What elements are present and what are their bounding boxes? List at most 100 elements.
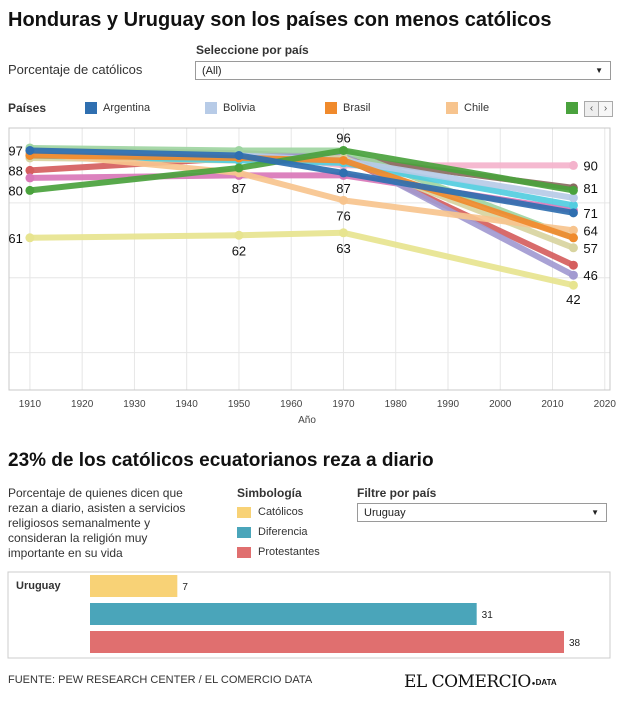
x-tick-label: 1920 [71,399,94,410]
x-tick-label: 1970 [332,399,355,410]
symbology-swatch [237,506,251,518]
x-axis-title: Año [298,415,316,426]
data-label: 64 [583,223,597,238]
data-point [338,145,348,155]
data-point [568,233,578,243]
data-label: 57 [583,241,597,256]
data-point [234,230,244,240]
bar-protestantes[interactable] [90,631,564,653]
logo-main: EL COMERCIO [404,672,531,692]
country-filter-value: Uruguay [364,507,406,519]
source-note: FUENTE: PEW RESEARCH CENTER / EL COMERCI… [8,674,313,686]
data-label: 87 [232,181,246,196]
x-tick-label: 1960 [280,399,303,410]
data-point [568,193,578,203]
series-line [26,147,577,194]
symbology-item-protestantes: Protestantes [237,546,320,558]
data-point [25,165,35,175]
data-point [568,160,578,170]
series-line [26,229,577,289]
data-point [568,270,578,280]
data-point [338,168,348,178]
symbology-label: Diferencia [258,526,308,538]
chevron-down-icon: ▼ [595,66,603,75]
bar-value-label: 38 [569,638,581,649]
chart-x-ticks: 1910 1920 1930 1940 1950 1960 1970 1980 1990 2000… [19,399,617,410]
x-tick-label: 1910 [19,399,42,410]
data-point [338,195,348,205]
data-label: 71 [583,206,597,221]
x-tick-label: 2010 [541,399,564,410]
bar-diferencia[interactable] [90,603,477,625]
data-point [568,200,578,210]
symbology-item-catolicos: Católicos [237,506,303,518]
page-title: Honduras y Uruguay son los países con me… [8,9,552,31]
data-point [25,173,35,183]
data-label: 81 [583,181,597,196]
data-label: 62 [232,243,246,258]
logo-data: DATA [535,678,557,687]
country-filter-select[interactable]: Uruguay ▼ [357,503,607,522]
symbology-label: Católicos [258,506,304,518]
data-point [338,155,348,165]
data-point [25,145,35,155]
legend-item-argentina[interactable]: Argentina [85,100,150,116]
legend-item-bolivia[interactable]: Bolivia [205,100,255,116]
data-point [568,185,578,195]
data-point [568,225,578,235]
bar-catlicos[interactable] [90,575,178,597]
legend-label: Brasil [343,102,371,114]
legend-swatch [566,102,578,114]
data-label: 97 [8,143,22,158]
data-label: 90 [583,158,597,173]
country-select-value: (All) [202,65,222,77]
bar-chart-frame [7,571,611,659]
data-point [568,260,578,270]
legend-swatch [205,102,217,114]
bar-value-label: 7 [182,582,188,593]
country-select[interactable]: (All) ▼ [195,61,611,80]
data-label: 42 [566,292,580,307]
series-line [26,147,577,216]
plot-frame [8,127,611,391]
symbology-swatch [237,546,251,558]
legend-label: Argentina [103,102,151,114]
data-point [338,228,348,238]
data-point [234,163,244,173]
bar-series: 7 31 38 [90,575,581,653]
x-tick-label: 1980 [385,399,408,410]
data-label: 87 [336,181,350,196]
legend-title: Países [8,101,47,115]
data-label: 80 [8,183,22,198]
legend-item-partial[interactable] [566,100,584,116]
symbology-item-diferencia: Diferencia [237,526,308,538]
bar-chart: Uruguay 7 31 38 [7,571,611,659]
data-label: 88 [8,163,22,178]
chart-data-labels: 61 62 63 42 90 81 88 46 57 87 76 64 80 96 97 87 71 [8,130,597,307]
data-point [568,208,578,218]
data-label: 76 [336,208,350,223]
el-comercio-logo: EL COMERCIO•DATA [404,672,557,692]
metric-label: Porcentaje de católicos [8,62,143,77]
symbology-label: Protestantes [258,546,320,558]
legend-item-chile[interactable]: Chile [446,100,489,116]
data-label: 96 [336,130,350,145]
bar-row-label: Uruguay [16,580,62,592]
data-point [25,233,35,243]
x-tick-label: 1950 [228,399,251,410]
legend-label: Bolivia [223,102,256,114]
chevron-right-icon[interactable]: › [598,101,613,117]
chart-series [25,143,578,290]
bar-value-label: 31 [482,610,494,621]
data-point [25,185,35,195]
data-point [568,243,578,253]
section-title: 23% de los católicos ecuatorianos reza a… [8,450,434,471]
legend-swatch [325,102,337,114]
x-tick-label: 2020 [594,399,617,410]
legend-item-brasil[interactable]: Brasil [325,100,371,116]
x-tick-label: 2000 [489,399,512,410]
legend-label: Chile [464,102,490,114]
data-point [568,280,578,290]
x-tick-label: 1930 [123,399,146,410]
legend-swatch [85,102,97,114]
